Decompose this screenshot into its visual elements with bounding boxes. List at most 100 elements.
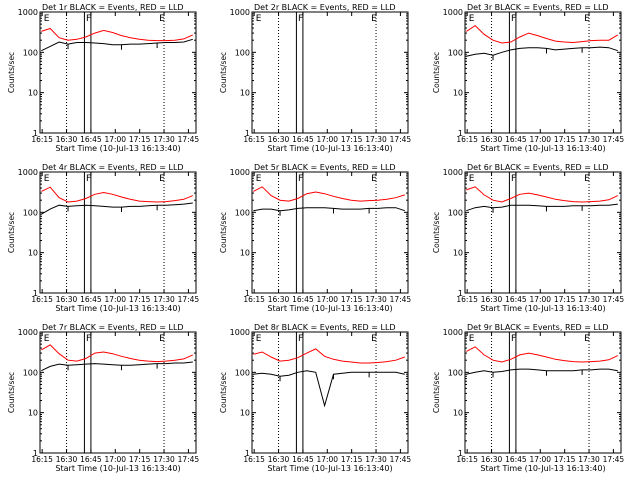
plot-frame [464, 331, 622, 454]
x-tick-label: 16:30 [56, 295, 78, 304]
event-marker-label: E [44, 174, 50, 184]
detector-panel-2: Det 2r BLACK = Events, RED = LLD 1 10 100 10… [219, 3, 411, 153]
plot-frame [464, 171, 622, 294]
panel-title: Det 7r BLACK = Events, RED = LLD [42, 323, 184, 332]
x-tick-label: 16:45 [505, 455, 527, 464]
event-marker-label: F [511, 14, 516, 24]
y-axis-label: Counts/sec [219, 372, 228, 413]
x-tick-label: 17:15 [554, 295, 576, 304]
x-tick-label: 17:45 [178, 455, 200, 464]
y-tick-label: 10 [28, 89, 38, 98]
plot-frame [251, 11, 409, 134]
y-tick-label: 1 [458, 289, 463, 298]
x-tick-label: 16:30 [481, 295, 503, 304]
panel-title: Det 1r BLACK = Events, RED = LLD [42, 3, 184, 12]
y-axis-label: Counts/sec [7, 372, 16, 413]
x-axis-label: Start Time (10-Jul-13 16:13:40) [267, 304, 392, 313]
x-tick-label: 17:30 [365, 295, 387, 304]
y-tick-label: 100 [235, 208, 250, 217]
x-tick-label: 17:00 [104, 135, 126, 144]
event-marker-label: E [584, 334, 590, 344]
event-marker-label: E [469, 174, 475, 184]
detector-panel-9: Det 9r BLACK = Events, RED = LLD 1 10 100 10… [432, 323, 624, 473]
event-marker-label: F [511, 334, 516, 344]
x-tick-label: 17:15 [554, 455, 576, 464]
y-tick-label: 1 [245, 449, 250, 458]
detector-panel-5: Det 5r BLACK = Events, RED = LLD 1 10 100 10… [219, 163, 411, 313]
event-marker-label: F [298, 334, 303, 344]
x-axis-label: Start Time (10-Jul-13 16:13:40) [55, 464, 180, 473]
x-tick-label: 17:45 [390, 135, 412, 144]
x-axis-label: Start Time (10-Jul-13 16:13:40) [267, 464, 392, 473]
plot-frame [39, 11, 197, 134]
y-tick-label: 1 [458, 449, 463, 458]
y-tick-label: 1000 [443, 8, 463, 17]
x-tick-label: 17:45 [178, 295, 200, 304]
event-marker-label: E [584, 14, 590, 24]
y-tick-label: 100 [235, 48, 250, 57]
lld-series-line [466, 346, 619, 363]
event-marker-label: F [86, 14, 91, 24]
event-marker-label: E [256, 334, 262, 344]
lld-series-line [41, 27, 194, 42]
x-tick-label: 17:30 [365, 135, 387, 144]
x-tick-label: 16:45 [292, 455, 314, 464]
y-axis-label: Counts/sec [7, 212, 16, 253]
x-tick-label: 17:45 [390, 455, 412, 464]
x-tick-label: 17:30 [153, 295, 175, 304]
x-tick-label: 17:30 [153, 455, 175, 464]
y-tick-label: 10 [240, 249, 250, 258]
x-tick-label: 17:45 [603, 295, 625, 304]
panel-title: Det 8r BLACK = Events, RED = LLD [254, 323, 396, 332]
lld-series-line [253, 348, 405, 364]
x-tick-label: 16:15 [243, 295, 265, 304]
y-tick-label: 10 [453, 409, 463, 418]
y-axis-label: Counts/sec [432, 52, 441, 93]
y-tick-label: 1000 [230, 328, 250, 337]
y-axis-label: Counts/sec [7, 52, 16, 93]
x-tick-label: 17:30 [578, 455, 600, 464]
y-axis-label: Counts/sec [432, 372, 441, 413]
x-tick-label: 16:15 [31, 135, 53, 144]
x-tick-label: 17:30 [578, 295, 600, 304]
y-tick-label: 1000 [18, 168, 38, 177]
x-tick-label: 17:15 [341, 295, 363, 304]
events-series-line [253, 370, 405, 408]
x-tick-label: 17:30 [365, 455, 387, 464]
event-marker-label: E [159, 174, 165, 184]
x-tick-label: 16:45 [80, 455, 102, 464]
y-tick-label: 10 [28, 249, 38, 258]
panel-title: Det 6r BLACK = Events, RED = LLD [467, 163, 609, 172]
lld-series-line [466, 186, 619, 203]
lld-series-line [41, 344, 194, 363]
x-tick-label: 17:15 [341, 135, 363, 144]
events-series-line [466, 368, 618, 375]
y-tick-label: 10 [453, 249, 463, 258]
y-axis-label: Counts/sec [219, 212, 228, 253]
x-tick-label: 17:15 [554, 135, 576, 144]
y-tick-label: 1 [33, 289, 38, 298]
y-tick-label: 1000 [18, 328, 38, 337]
y-tick-label: 1000 [230, 168, 250, 177]
y-tick-label: 1000 [230, 8, 250, 17]
y-tick-label: 100 [448, 368, 463, 377]
panel-title: Det 2r BLACK = Events, RED = LLD [254, 3, 396, 12]
event-marker-label: F [86, 174, 91, 184]
detector-panel-8: Det 8r BLACK = Events, RED = LLD 1 10 100 10… [219, 323, 411, 473]
x-tick-label: 16:30 [56, 455, 78, 464]
x-tick-label: 16:30 [268, 295, 290, 304]
detector-panel-6: Det 6r BLACK = Events, RED = LLD 1 10 100 10… [432, 163, 624, 313]
x-axis-label: Start Time (10-Jul-13 16:13:40) [55, 144, 180, 153]
x-tick-label: 16:45 [292, 295, 314, 304]
event-marker-label: E [159, 334, 165, 344]
x-tick-label: 17:15 [129, 455, 151, 464]
y-tick-label: 100 [235, 368, 250, 377]
events-series-line [41, 38, 193, 52]
x-tick-label: 17:00 [529, 455, 551, 464]
y-tick-label: 1000 [18, 8, 38, 17]
x-tick-label: 16:45 [292, 135, 314, 144]
y-tick-label: 1 [245, 129, 250, 138]
plot-frame [464, 11, 622, 134]
